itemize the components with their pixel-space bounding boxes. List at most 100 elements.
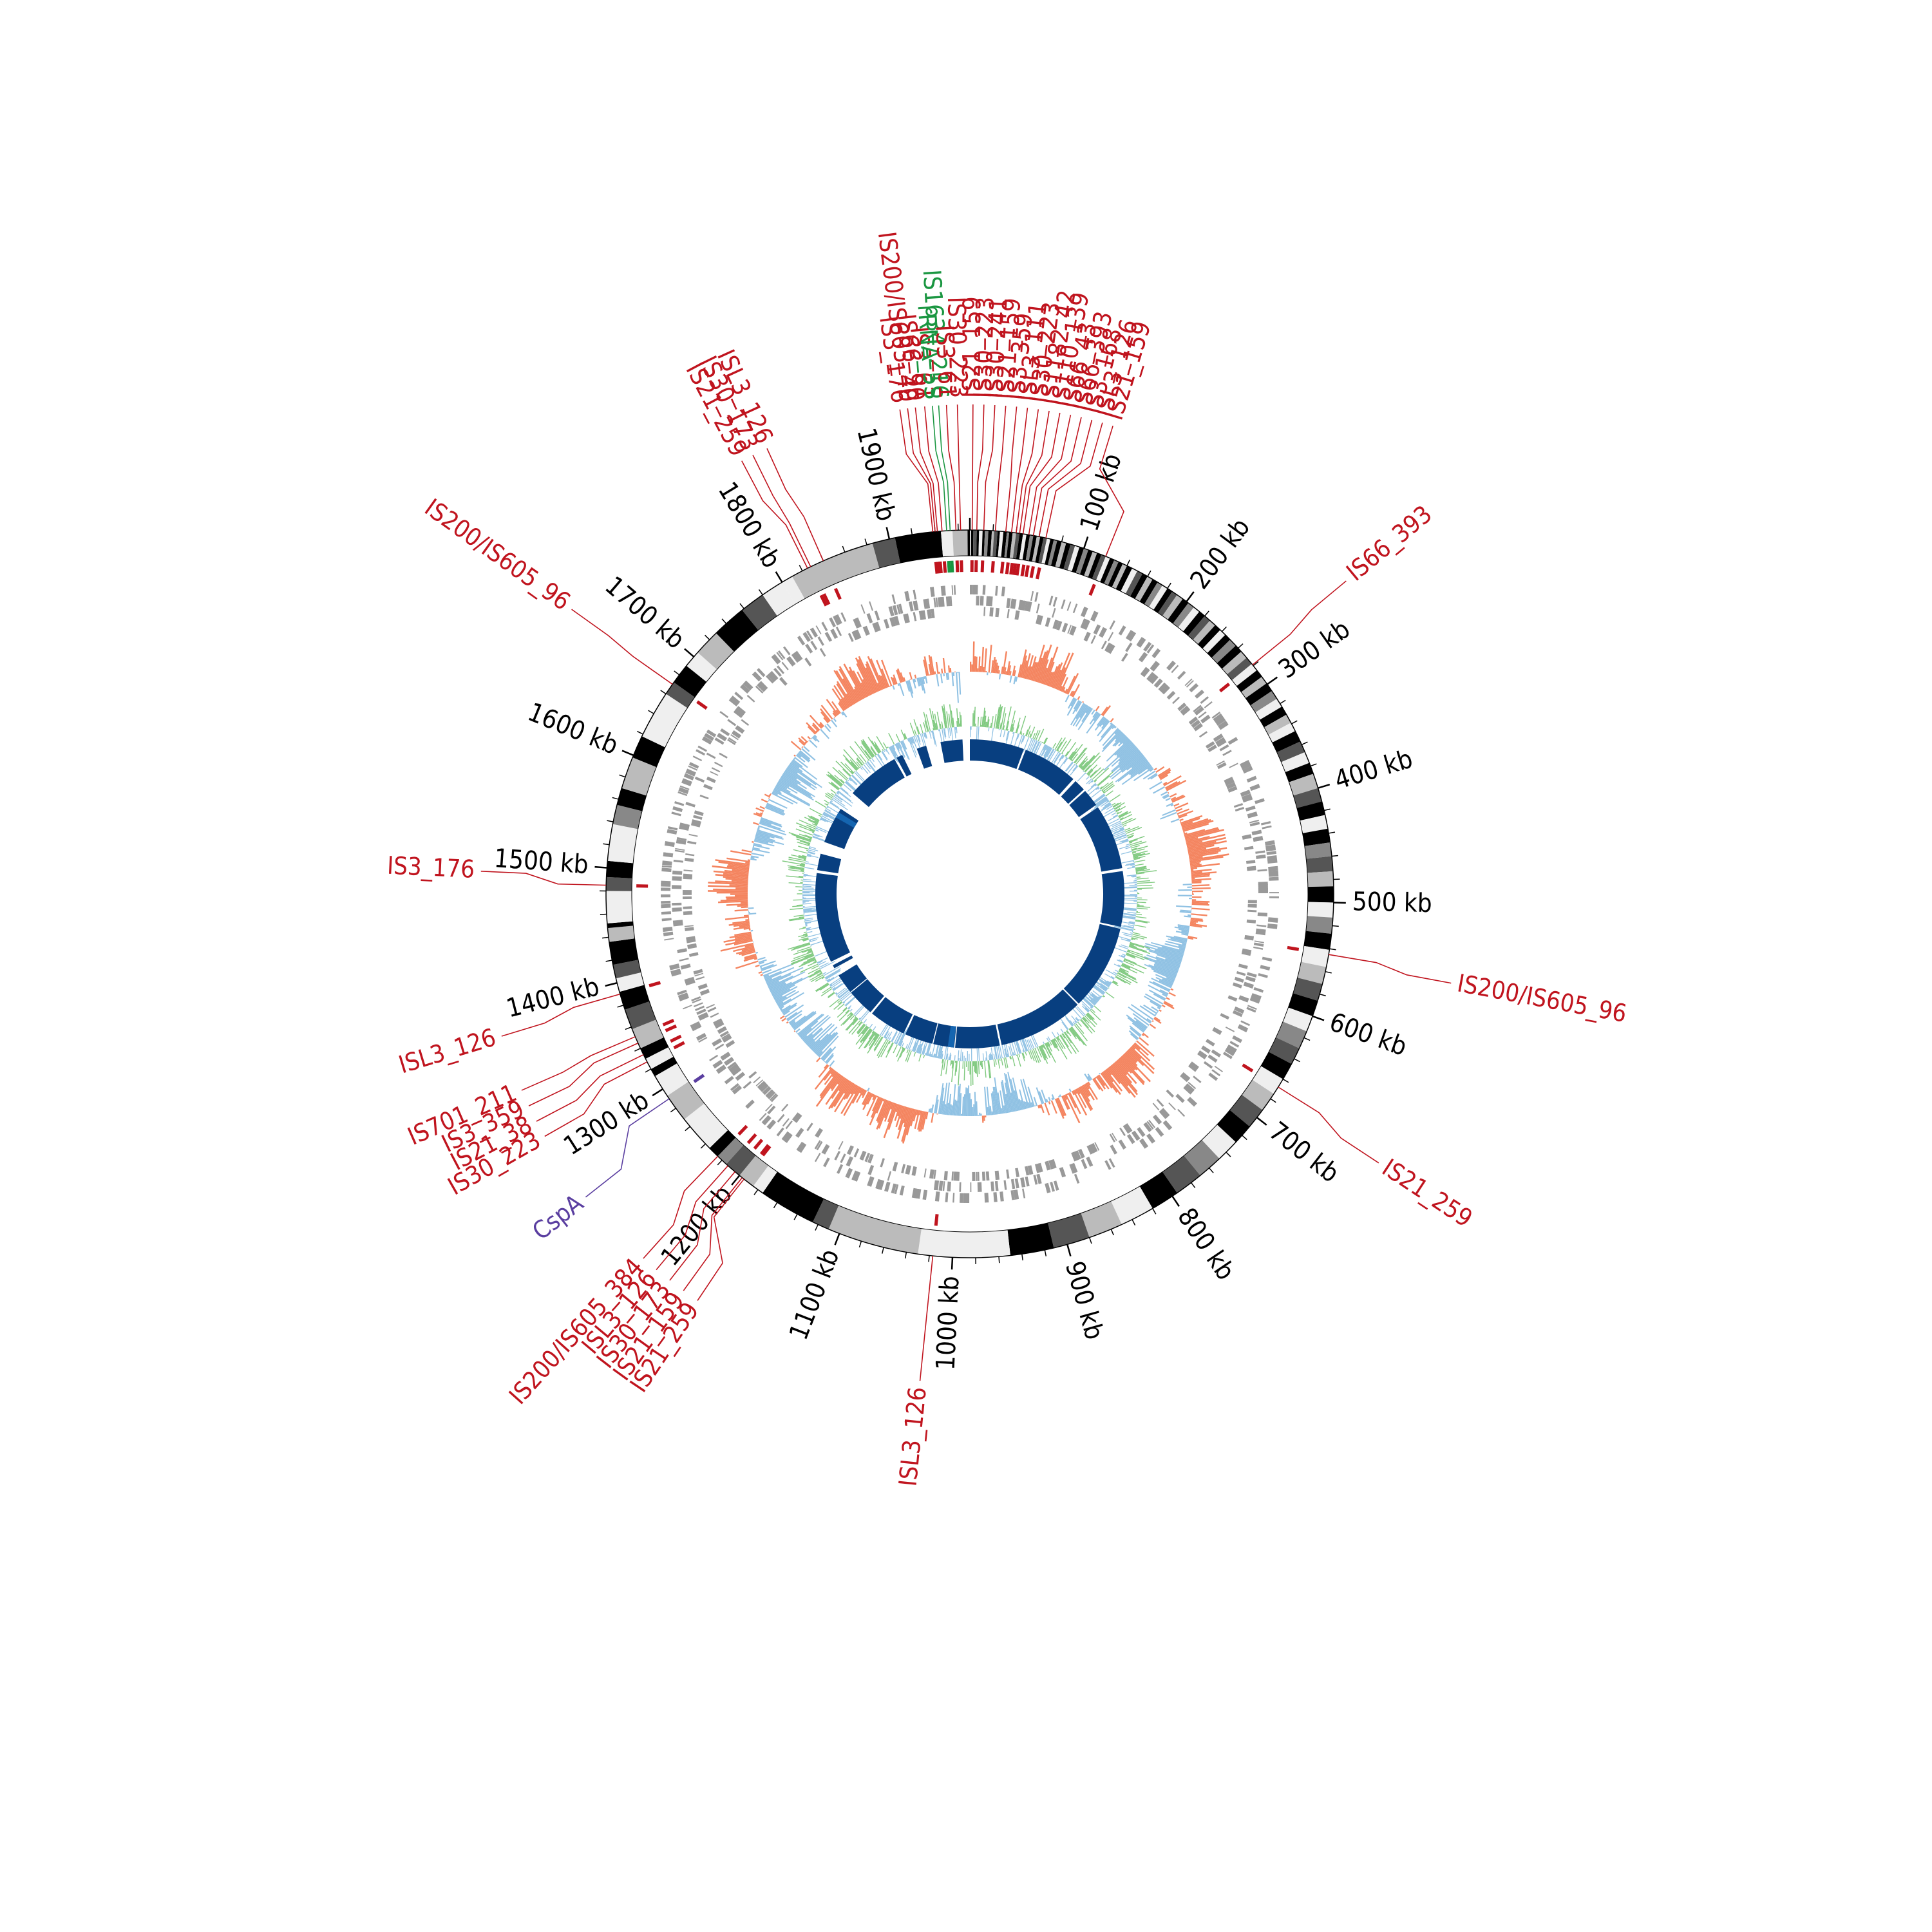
gc-content-bin [1054,737,1063,750]
cds-feature [853,1148,860,1158]
gc-content-bin [808,819,818,825]
karyotype-band [1079,549,1093,576]
minor-tick [1110,1229,1114,1236]
cds-feature [1194,706,1204,715]
gc-content-bin [1028,1039,1033,1050]
gc-content-bin [796,838,811,844]
gc-skew-bin [1025,1101,1028,1109]
gc-skew-bin [1056,1098,1065,1117]
gc-skew-bin [1132,1022,1144,1033]
cds-feature [1211,1049,1221,1057]
gc-content-bin [1117,972,1126,978]
gc-content-bin [805,934,808,936]
annotation-leader [683,1177,743,1291]
gc-skew-bin [977,668,979,672]
gc-skew-bin [764,967,795,981]
gc-content-bin [1074,747,1088,764]
gc-skew-bin [820,712,830,723]
gc-content-bin [877,1039,889,1059]
minor-tick [645,1068,652,1073]
gc-skew-bin [842,678,858,703]
gc-skew-bin [1120,1056,1145,1083]
cds-feature [913,612,917,621]
gc-content-bin [1116,811,1119,814]
karyotype-band [1048,540,1057,566]
gc-content-bin [806,824,816,829]
gc-content-bin [827,771,844,786]
gc-content-bin [907,737,916,758]
gc-skew-bin [922,676,925,685]
cds-feature [677,948,687,954]
gc-content-bin [995,1059,997,1065]
gc-content-bin [944,728,947,737]
gc-content-bin [907,738,909,742]
gc-content-bin [1126,827,1142,834]
gc-content-bin [1041,741,1043,743]
gc-skew-bin [982,667,985,672]
gc-content-bin [1027,730,1031,737]
cds-feature [672,902,682,906]
gc-content-bin [809,939,818,943]
cds-feature [1254,940,1264,943]
gc-content-bin [1113,835,1127,841]
gc-content-bin [942,1059,943,1064]
gc-skew-bin [1026,655,1034,679]
cds-feature [1203,1061,1213,1069]
cds-feature [1195,689,1205,699]
gc-skew-bin [1131,1045,1136,1050]
cds-feature [1106,643,1115,654]
gc-skew-bin [786,1012,797,1021]
gc-skew-bin [773,788,782,795]
gc-skew-bin [831,719,838,728]
gc-content-bin [989,1055,990,1061]
gc-skew-bin [1064,1094,1068,1101]
cds-feature [1108,632,1114,641]
cds-feature [1118,1139,1126,1150]
gc-content-bin [1118,945,1128,950]
gc-skew-bin [1037,1104,1040,1109]
gc-content-bin [1130,942,1151,949]
gc-skew-bin [867,1087,870,1092]
cds-feature [740,684,750,694]
gc-skew-bin [1145,943,1184,956]
annotation-label: IS30_223 [969,296,999,399]
cds-feature [1255,850,1265,854]
karyotype-band [792,543,880,599]
gc-skew-bin [805,1028,823,1045]
minor-tick [1191,1182,1196,1188]
cds-feature [815,625,822,635]
cds-feature [1247,904,1257,908]
gc-content-bin [863,1019,867,1024]
minor-tick [1238,643,1244,649]
gc-skew-bin [1189,922,1197,924]
gc-skew-bin [923,659,928,676]
gc-skew-bin [1097,1075,1106,1086]
gc-content-bin [963,1056,965,1061]
gc-skew-bin [753,842,762,846]
gc-content-bin [1090,782,1096,788]
karyotype-band [753,1165,777,1193]
gc-skew-bin [1157,947,1184,957]
gc-skew-bin [774,787,781,792]
gc-content-bin [918,1054,922,1062]
gc-content-bin [802,896,804,898]
gc-skew-bin [1072,684,1081,697]
gc-content-bin [931,730,936,745]
minor-tick [637,730,643,735]
gc-content-bin [848,1007,851,1010]
gc-skew-bin [928,655,934,676]
gc-skew-bin [1063,1095,1070,1110]
gc-content-bin [826,970,841,980]
annotation-leader [907,408,936,532]
cds-feature [1214,1065,1224,1073]
gc-skew-bin [890,676,895,686]
cds-feature [1262,825,1272,829]
gc-content-bin [1015,717,1021,734]
gc-skew-bin [1189,851,1218,858]
gc-content-bin [1099,996,1101,999]
gc-skew-bin [843,1083,855,1100]
gc-content-bin [847,1012,852,1017]
major-tick [684,648,695,658]
gc-content-bin [1023,1038,1028,1052]
gc-content-bin [974,723,976,727]
